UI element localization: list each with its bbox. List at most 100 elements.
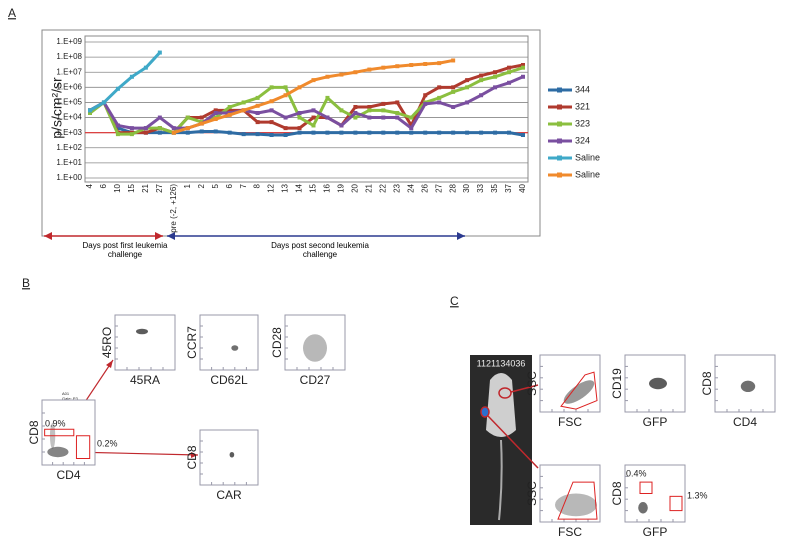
x-tick-label: 21 — [364, 183, 373, 192]
x-tick-label: 19 — [337, 183, 346, 192]
axis-label: CD8 — [185, 445, 199, 469]
point — [283, 126, 288, 131]
point — [255, 120, 260, 125]
point — [213, 108, 218, 113]
mouse — [486, 373, 516, 437]
series-line — [173, 58, 454, 135]
point — [269, 133, 274, 138]
point — [157, 130, 162, 135]
region — [498, 387, 512, 399]
x-tick-label: 37 — [504, 183, 513, 192]
point — [171, 126, 176, 131]
point — [283, 133, 288, 138]
point — [437, 85, 442, 90]
point — [297, 111, 302, 116]
y-tick-label: 1.E+02 — [56, 143, 82, 152]
point — [199, 121, 204, 126]
point — [507, 65, 512, 70]
axis-label: CD4 — [733, 415, 757, 429]
cell-cloud — [303, 334, 327, 362]
point — [465, 78, 470, 83]
plot-frame — [84, 35, 529, 183]
axis-label: CD62L — [210, 373, 248, 387]
legend-label: 324 — [575, 135, 590, 145]
point — [241, 108, 246, 113]
point — [115, 126, 120, 131]
axis-label: CD8 — [610, 481, 624, 505]
x-tick-label: 1 — [183, 183, 192, 188]
point — [199, 129, 204, 134]
point — [143, 130, 148, 135]
flow-plot — [114, 314, 176, 371]
series-line — [89, 51, 161, 112]
x-tick-label: 12 — [267, 183, 276, 192]
cell-cloud — [136, 328, 148, 335]
point — [493, 130, 498, 135]
y-tick-label: 1.E+01 — [56, 158, 82, 167]
annotation-text: Days post second leukemia challenge — [271, 241, 369, 259]
point — [353, 130, 358, 135]
point — [353, 70, 358, 75]
point — [367, 115, 372, 120]
gate-label: 0.4% — [626, 468, 647, 478]
point — [381, 115, 386, 120]
x-tick-label: 22 — [378, 183, 387, 192]
x-tick-label: 27 — [155, 183, 164, 192]
point — [255, 132, 260, 137]
point — [507, 80, 512, 85]
cell-cloud — [638, 502, 648, 514]
x-tick-label: 2 — [197, 183, 206, 188]
x-tick-label: 14 — [295, 183, 304, 192]
point — [129, 126, 134, 131]
point — [283, 93, 288, 98]
point — [451, 104, 456, 109]
x-tick-label: 26 — [420, 183, 429, 192]
point — [465, 130, 470, 135]
flow-plot — [199, 429, 259, 486]
point — [325, 95, 330, 100]
panel-label: C — [450, 294, 459, 308]
legend-label: 323 — [575, 118, 590, 128]
gate — [557, 481, 598, 520]
point — [199, 115, 204, 120]
point — [241, 100, 246, 105]
legend-marker — [557, 104, 562, 110]
point — [227, 112, 232, 117]
gate-header: A01 — [62, 391, 70, 396]
point — [311, 115, 316, 120]
legend-marker — [557, 172, 562, 178]
mouse-tail — [498, 439, 503, 521]
cell-cloud — [229, 452, 235, 458]
legend-marker — [557, 121, 562, 127]
cell-cloud — [740, 380, 756, 393]
cell-cloud — [555, 493, 597, 517]
point — [437, 95, 442, 100]
y-tick-label: 1.E+05 — [56, 98, 82, 107]
y-tick-label: 1.E+04 — [56, 113, 82, 122]
flow-plot — [539, 464, 601, 523]
point — [171, 130, 176, 135]
point — [367, 104, 372, 109]
point — [227, 104, 232, 109]
point — [88, 111, 92, 116]
point — [395, 100, 400, 105]
x-tick-label: 6 — [225, 183, 234, 188]
point — [353, 115, 358, 120]
x-tick-label: 13 — [281, 183, 290, 192]
gate — [75, 435, 91, 459]
gate — [44, 428, 75, 437]
point — [311, 130, 316, 135]
x-tick-label: 8 — [253, 183, 262, 188]
point — [255, 95, 260, 100]
y-axis-label: p/s/cm²/sr — [49, 77, 65, 139]
x-tick-label: 20 — [350, 183, 359, 192]
x-tick-label: 23 — [392, 183, 401, 192]
flow-plot — [714, 354, 776, 413]
legend-marker — [557, 138, 562, 144]
x-tick-label: 7 — [239, 183, 248, 188]
point — [465, 100, 470, 105]
point — [101, 100, 106, 105]
point — [325, 130, 330, 135]
point — [451, 130, 456, 135]
point — [437, 130, 442, 135]
